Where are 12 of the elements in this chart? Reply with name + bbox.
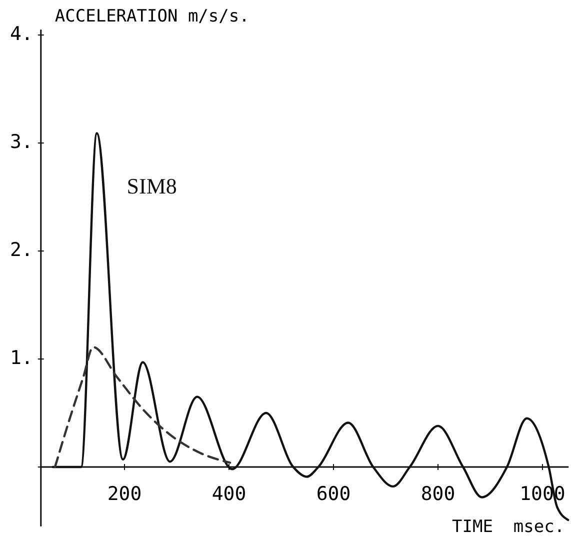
line-series	[54, 346, 232, 468]
x-axis-title: TIME msec.	[452, 517, 565, 537]
x-tick-label: 200	[107, 483, 142, 505]
y-tick-label: 4.	[10, 23, 33, 46]
series-label: SIM8	[126, 173, 177, 198]
y-tick-label: 2.	[10, 239, 33, 262]
y-tick-label: 1.	[10, 347, 33, 370]
y-axis-title: ACCELERATION m/s/s.	[54, 6, 250, 27]
x-tick-label: 400	[212, 483, 246, 505]
y-tick-label: 3.	[10, 131, 33, 154]
x-tick-label: 600	[316, 483, 351, 505]
x-tick-label: 800	[420, 483, 456, 505]
